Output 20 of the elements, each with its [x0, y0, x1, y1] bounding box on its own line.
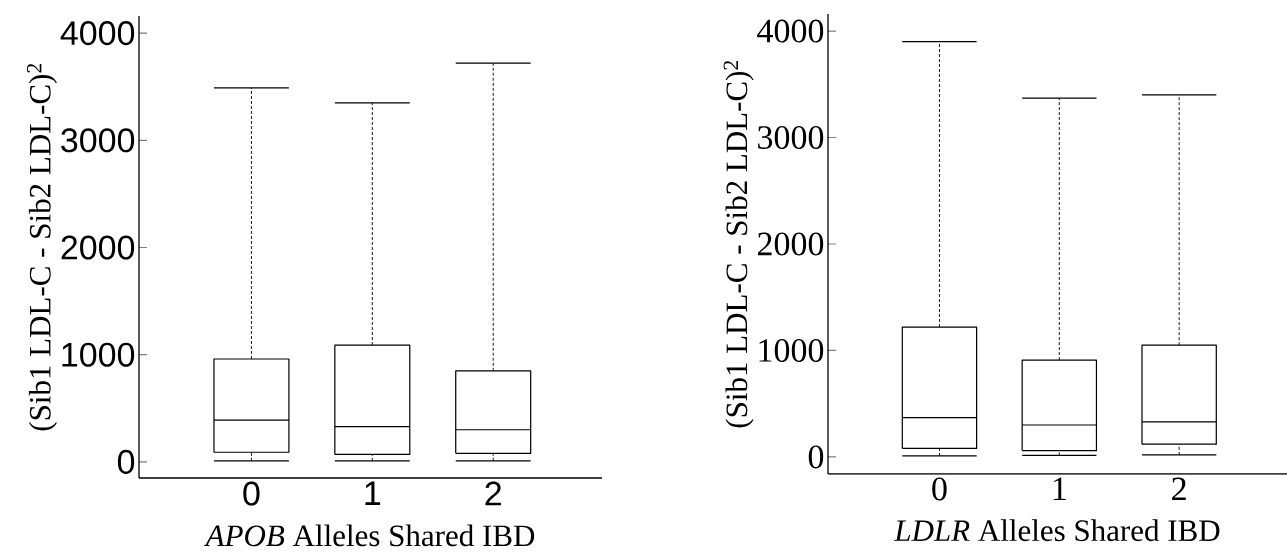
y-axis-title: (Sib1 LDL-C - Sib2 LDL-C)$^{2}$	[723, 60, 754, 428]
y-tick-label: 1000	[759, 338, 824, 362]
y-tick-label: 4000	[60, 21, 135, 46]
x-tick-label: 0	[932, 477, 947, 501]
y-tick-label: 1000	[62, 342, 135, 367]
y-axis-title: (Sib1 LDL-C - Sib2 LDL-C)$^{2}$	[26, 63, 57, 431]
y-tick-label: 4000	[757, 19, 824, 43]
y-tick-label: 3000	[61, 128, 135, 153]
x-tick-label: 2	[485, 481, 501, 506]
x-tick-label: 0	[243, 481, 260, 506]
y-tick-label: 3000	[758, 126, 824, 149]
y-tick-label: 0	[808, 445, 824, 469]
x-tick-label: 1	[365, 481, 381, 505]
x-axis-title: LDLR Alleles Shared IBD	[893, 519, 1220, 542]
x-axis-title: APOB Alleles Shared IBD	[203, 524, 535, 547]
y-tick-label: 0	[117, 449, 135, 474]
x-tick-label: 1	[1053, 477, 1066, 500]
x-tick-label: 2	[1172, 477, 1186, 501]
y-tick-label: 2000	[61, 235, 135, 260]
y-tick-label: 2000	[757, 232, 824, 256]
